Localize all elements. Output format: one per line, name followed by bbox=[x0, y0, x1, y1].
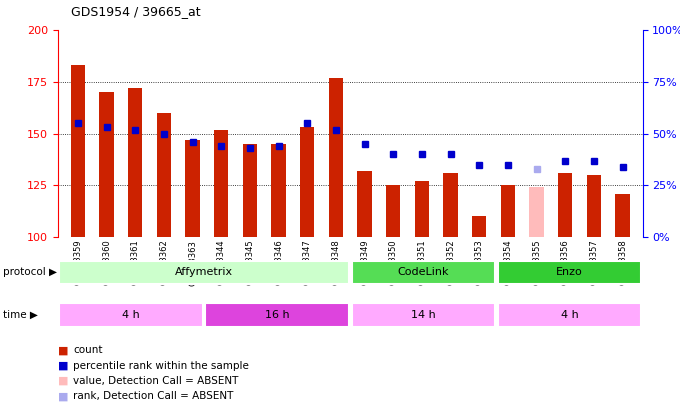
Bar bbox=[59, 303, 203, 327]
Text: 4 h: 4 h bbox=[122, 310, 140, 320]
Bar bbox=[71, 66, 85, 237]
Bar bbox=[59, 260, 349, 284]
Bar bbox=[498, 303, 641, 327]
Bar bbox=[99, 92, 114, 237]
Text: 16 h: 16 h bbox=[265, 310, 290, 320]
Bar bbox=[558, 173, 573, 237]
Bar bbox=[529, 188, 544, 237]
Text: value, Detection Call = ABSENT: value, Detection Call = ABSENT bbox=[73, 376, 239, 386]
Bar bbox=[352, 260, 495, 284]
Bar bbox=[186, 140, 200, 237]
Bar bbox=[328, 78, 343, 237]
Bar bbox=[205, 303, 349, 327]
Text: ■: ■ bbox=[58, 361, 68, 371]
Text: count: count bbox=[73, 345, 103, 355]
Text: rank, Detection Call = ABSENT: rank, Detection Call = ABSENT bbox=[73, 392, 234, 401]
Bar bbox=[500, 185, 515, 237]
Text: Affymetrix: Affymetrix bbox=[175, 267, 233, 277]
Bar bbox=[214, 130, 228, 237]
Bar bbox=[271, 144, 286, 237]
Bar bbox=[358, 171, 372, 237]
Bar bbox=[498, 260, 641, 284]
Bar bbox=[352, 303, 495, 327]
Text: time ▶: time ▶ bbox=[3, 310, 38, 320]
Text: ■: ■ bbox=[58, 392, 68, 401]
Text: ■: ■ bbox=[58, 345, 68, 355]
Text: ■: ■ bbox=[58, 376, 68, 386]
Bar bbox=[472, 216, 486, 237]
Bar bbox=[415, 181, 429, 237]
Text: CodeLink: CodeLink bbox=[398, 267, 449, 277]
Text: GDS1954 / 39665_at: GDS1954 / 39665_at bbox=[71, 5, 201, 18]
Bar bbox=[615, 194, 630, 237]
Bar bbox=[386, 185, 401, 237]
Text: percentile rank within the sample: percentile rank within the sample bbox=[73, 361, 250, 371]
Bar bbox=[587, 175, 601, 237]
Text: 14 h: 14 h bbox=[411, 310, 436, 320]
Text: 4 h: 4 h bbox=[560, 310, 579, 320]
Text: Enzo: Enzo bbox=[556, 267, 583, 277]
Bar bbox=[300, 128, 314, 237]
Bar bbox=[128, 88, 142, 237]
Text: protocol ▶: protocol ▶ bbox=[3, 267, 57, 277]
Bar bbox=[156, 113, 171, 237]
Bar bbox=[443, 173, 458, 237]
Bar bbox=[243, 144, 257, 237]
